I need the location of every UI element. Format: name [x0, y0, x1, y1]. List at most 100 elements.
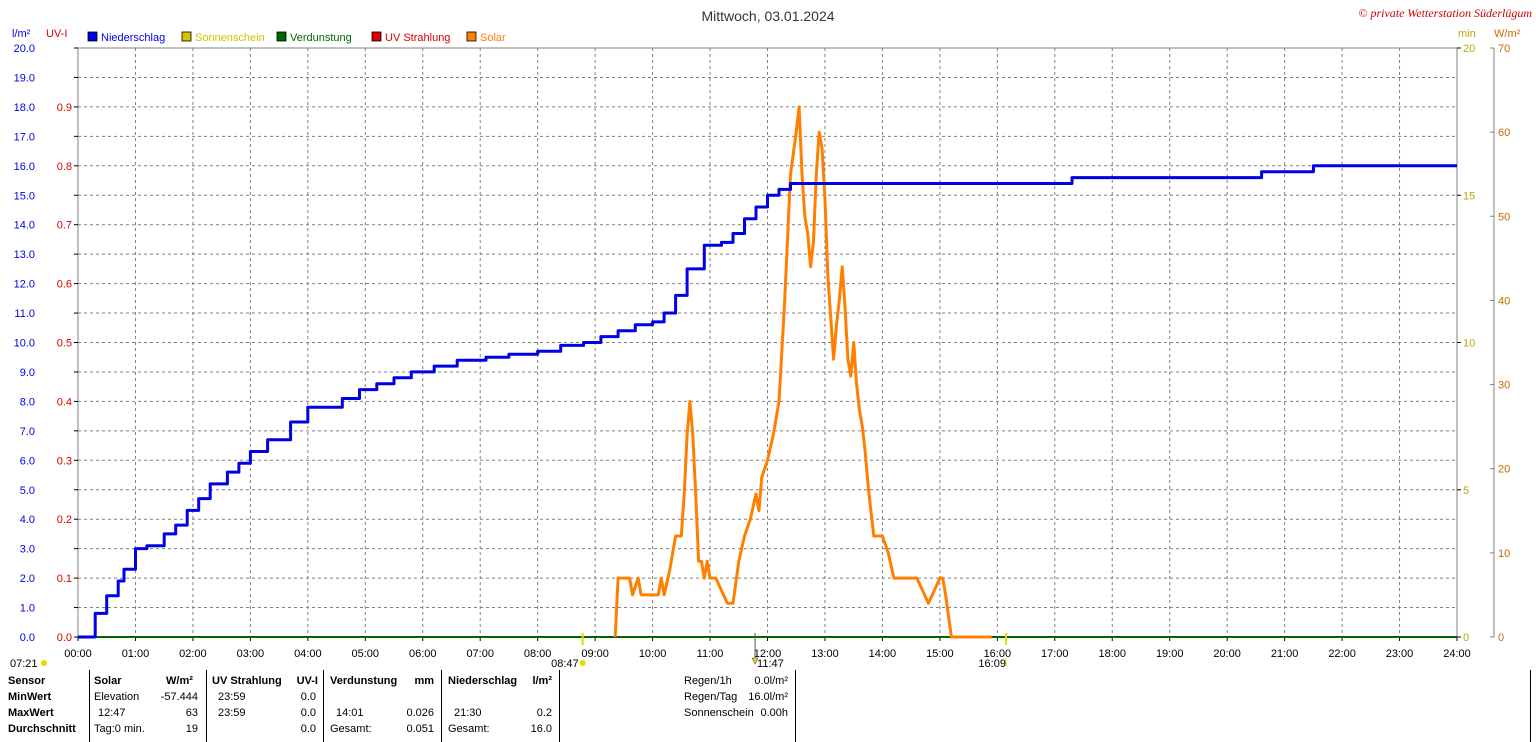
x-tick-label: 14:00 — [869, 648, 897, 660]
min-unit-label: min — [1458, 28, 1476, 40]
stats-niederschlag-column: Niederschlag l/m² 21:30 0.2 Gesamt: 16.0 — [448, 673, 556, 741]
legend-swatch — [87, 31, 98, 42]
y-solar-tick-label: 0 — [1498, 632, 1504, 644]
y-left-tick-label: 17.0 — [14, 131, 35, 143]
legend-swatch — [466, 31, 477, 42]
y-left-tick-label: 3.0 — [20, 544, 35, 556]
regen1h-label: Regen/1h — [684, 675, 732, 687]
y-left-tick-label: 16.0 — [14, 161, 35, 173]
y-left-tick-label: 11.0 — [14, 308, 35, 320]
x-tick-label: 04:00 — [294, 648, 322, 660]
regen1h-value: 0.0l/m² — [754, 675, 788, 687]
stats-divider — [795, 670, 796, 742]
y-min-tick-label: 20 — [1463, 43, 1475, 55]
legend-label: UV Strahlung — [385, 32, 450, 44]
legend-swatch — [371, 31, 382, 42]
stats-uv-column: UV Strahlung UV-I 23:59 0.0 23:59 0.0 0.0 — [212, 673, 320, 741]
y-uv-tick-label: 0.9 — [57, 102, 72, 114]
stats-divider — [559, 670, 560, 742]
solar-min-label: Elevation — [94, 691, 140, 703]
marker-label-solar_max: 11:47 — [757, 658, 784, 670]
x-tick-label: 02:00 — [179, 648, 207, 660]
legend-label: Solar — [480, 32, 506, 44]
y-left-tick-label: 7.0 — [20, 426, 35, 438]
y-left-tick-label: 14.0 — [14, 220, 35, 232]
durchschnitt-label: Durchschnitt — [8, 723, 76, 735]
y-uv-tick-label: 0.1 — [57, 573, 72, 585]
y-left-tick-label: 9.0 — [20, 367, 35, 379]
x-tick-label: 23:00 — [1386, 648, 1414, 660]
verdunstung-max-value: 0.026 — [406, 707, 434, 719]
stats-row-labels: Sensor MinWert MaxWert Durchschnitt — [8, 673, 88, 741]
legend-label: Verdunstung — [290, 32, 352, 44]
sunrise-dot — [41, 660, 47, 666]
solar-min-value: -57.444 — [160, 691, 198, 703]
x-tick-label: 17:00 — [1041, 648, 1069, 660]
y-min-tick-label: 15 — [1463, 190, 1475, 202]
y-left-tick-label: 0.0 — [20, 632, 35, 644]
solar-avg-label: Tag:0 min. — [94, 723, 145, 735]
left-unit-label: l/m² — [12, 28, 31, 40]
x-tick-label: 12:00 — [754, 648, 782, 660]
stats-top-border — [0, 669, 1536, 670]
y-min-tick-label: 5 — [1463, 485, 1469, 497]
legend-swatch — [276, 31, 287, 42]
y-left-tick-label: 13.0 — [14, 249, 35, 261]
solar-max-time: 12:47 — [98, 707, 126, 719]
y-uv-tick-label: 0.8 — [57, 161, 72, 173]
maxwert-label: MaxWert — [8, 707, 54, 719]
x-tick-label: 06:00 — [409, 648, 437, 660]
grid — [77, 47, 1458, 638]
x-tick-label: 01:00 — [122, 648, 150, 660]
solar-max-arrow-icon — [751, 657, 759, 665]
stats-divider — [1530, 670, 1531, 742]
series-line-niederschlag — [78, 164, 1457, 639]
copyright-label: © private Wetterstation Süderlügum — [1358, 6, 1532, 20]
legend-swatch — [181, 31, 192, 42]
niederschlag-max-time: 21:30 — [454, 707, 482, 719]
y-solar-tick-label: 50 — [1498, 211, 1510, 223]
y-solar-tick-label: 20 — [1498, 464, 1510, 476]
uv-max-value: 0.0 — [300, 707, 316, 719]
x-tick-label: 20:00 — [1213, 648, 1241, 660]
x-tick-label: 11:00 — [697, 648, 724, 660]
y-solar-tick-label: 60 — [1498, 127, 1510, 139]
stats-divider — [323, 670, 324, 742]
marker-label-sunrise: 07:21 — [10, 658, 38, 670]
x-tick-label: 16:00 — [984, 648, 1012, 660]
marker-label-sun_start: 08:47 — [551, 658, 579, 670]
legend-label: Sonnenschein — [195, 32, 265, 44]
y-left-tick-label: 8.0 — [20, 396, 35, 408]
solar-max-value: 63 — [185, 707, 198, 719]
y-left-tick-label: 2.0 — [20, 573, 35, 585]
x-tick-label: 05:00 — [352, 648, 380, 660]
x-tick-label: 07:00 — [466, 648, 494, 660]
y-solar-tick-label: 30 — [1498, 380, 1510, 392]
uv-max-time: 23:59 — [218, 707, 246, 719]
y-left-tick-label: 10.0 — [14, 338, 35, 350]
y-min-tick-label: 10 — [1463, 338, 1475, 350]
series-layer — [78, 105, 1457, 639]
uv-min-value: 0.0 — [300, 691, 316, 703]
x-tick-label: 03:00 — [237, 648, 265, 660]
y-left-tick-label: 5.0 — [20, 485, 35, 497]
stats-verdunstung-column: Verdunstung mm 14:01 0.026 Gesamt: 0.051 — [330, 673, 438, 741]
time-markers: 07:21 08:47 11:47 16:09 — [10, 633, 1007, 670]
y-uv-tick-label: 0.7 — [57, 220, 72, 232]
y-solar-tick-label: 10 — [1498, 548, 1510, 560]
y-left-tick-label: 20.0 — [14, 43, 35, 55]
x-tick-label: 22:00 — [1328, 648, 1356, 660]
sensor-label: Sensor — [8, 675, 46, 687]
y-uv-tick-label: 0.4 — [57, 396, 72, 408]
y-left-tick-label: 18.0 — [14, 102, 35, 114]
uv-min-time: 23:59 — [218, 691, 246, 703]
uv-unit-label: UV-I — [46, 28, 67, 40]
stats-solar-column: Solar W/m² Elevation -57.444 12:47 63 Tag:0… — [94, 673, 204, 741]
x-tick-label: 08:00 — [524, 648, 552, 660]
uv-header: UV Strahlung — [212, 675, 282, 687]
y-left-tick-label: 15.0 — [14, 190, 35, 202]
verdunstung-header: Verdunstung — [330, 675, 398, 687]
uv-unit: UV-I — [296, 675, 318, 687]
y-left-tick-label: 12.0 — [14, 279, 35, 291]
stats-extra-column: Regen/1h 0.0l/m² Regen/Tag 16.0l/m² Sonnen… — [684, 673, 794, 741]
